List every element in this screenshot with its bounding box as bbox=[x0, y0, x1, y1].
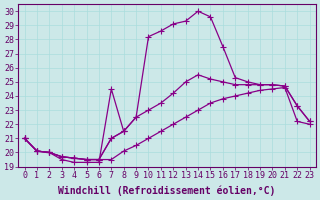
X-axis label: Windchill (Refroidissement éolien,°C): Windchill (Refroidissement éolien,°C) bbox=[58, 185, 276, 196]
